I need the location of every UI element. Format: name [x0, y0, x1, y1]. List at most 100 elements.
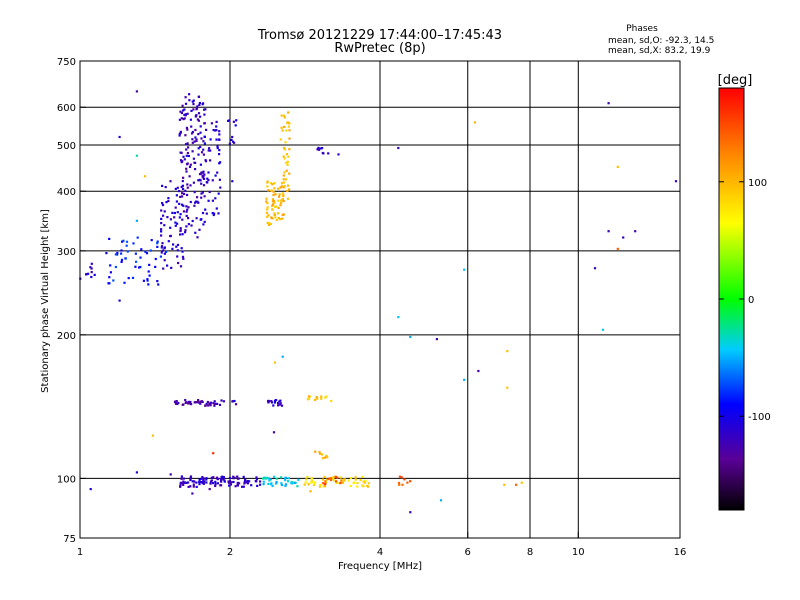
- data-point: [109, 271, 112, 274]
- data-point: [322, 485, 325, 488]
- data-point: [198, 178, 201, 181]
- data-point: [188, 165, 192, 168]
- data-point: [213, 404, 216, 407]
- data-point: [200, 192, 203, 195]
- data-point: [319, 147, 322, 150]
- data-point: [285, 169, 288, 172]
- data-point: [268, 479, 271, 482]
- data-point: [144, 250, 147, 253]
- data-point: [180, 161, 183, 164]
- data-point: [192, 157, 195, 160]
- data-point: [166, 264, 169, 267]
- data-point: [275, 480, 278, 484]
- data-point: [279, 204, 282, 207]
- data-point: [234, 124, 237, 127]
- data-point: [270, 189, 273, 192]
- data-point: [255, 480, 258, 483]
- data-point: [180, 475, 183, 478]
- data-point: [179, 481, 182, 484]
- data-point: [191, 150, 194, 153]
- data-point: [463, 378, 466, 381]
- data-point: [279, 399, 282, 402]
- data-point: [202, 477, 205, 480]
- data-point: [202, 223, 205, 226]
- data-point: [259, 480, 262, 483]
- data-point: [318, 451, 321, 454]
- data-point: [212, 452, 215, 455]
- data-point: [174, 221, 177, 224]
- data-point: [187, 481, 190, 484]
- data-point: [156, 280, 159, 283]
- data-point: [186, 128, 189, 131]
- data-point: [174, 224, 177, 227]
- data-point: [189, 200, 192, 204]
- data-point: [324, 396, 327, 399]
- data-point: [363, 481, 366, 484]
- data-point: [216, 171, 219, 174]
- data-point: [284, 141, 287, 144]
- data-point: [197, 147, 200, 150]
- data-point: [236, 475, 239, 478]
- data-point: [616, 247, 619, 250]
- data-point: [179, 130, 182, 133]
- data-point: [189, 485, 192, 488]
- data-point: [214, 483, 217, 486]
- data-point: [228, 476, 232, 480]
- data-point: [182, 210, 185, 213]
- data-point: [280, 483, 284, 487]
- data-point: [179, 159, 183, 162]
- data-point: [271, 484, 274, 487]
- data-point: [322, 482, 325, 485]
- data-point: [283, 185, 286, 188]
- data-point: [191, 480, 194, 483]
- data-point: [215, 207, 218, 210]
- data-point: [216, 402, 219, 405]
- data-point: [293, 481, 296, 484]
- data-point: [203, 173, 206, 176]
- data-point: [214, 174, 217, 177]
- data-point: [185, 214, 188, 217]
- data-point: [403, 478, 406, 481]
- data-point: [200, 182, 203, 185]
- data-point: [329, 476, 332, 480]
- data-point: [256, 484, 259, 487]
- data-point: [180, 477, 183, 480]
- data-point: [202, 170, 205, 173]
- data-point: [176, 222, 179, 225]
- data-point: [204, 108, 207, 111]
- data-point: [196, 105, 199, 108]
- data-point: [280, 482, 283, 485]
- y-tick-label: 100: [57, 474, 76, 485]
- data-point: [334, 475, 337, 478]
- data-point: [183, 158, 186, 161]
- data-point: [189, 184, 192, 187]
- data-point: [201, 211, 205, 215]
- data-point: [125, 244, 128, 247]
- data-point: [230, 481, 233, 484]
- data-point: [132, 242, 135, 245]
- data-point: [146, 279, 149, 282]
- data-point: [179, 233, 182, 236]
- data-point: [120, 252, 123, 255]
- data-point: [236, 481, 239, 484]
- data-point: [280, 476, 283, 479]
- data-point: [285, 153, 288, 156]
- colorbar-ticks: -100 0 100: [719, 178, 771, 423]
- data-point: [201, 103, 204, 106]
- data-point: [178, 216, 181, 219]
- data-point: [277, 199, 280, 202]
- data-point: [356, 482, 359, 485]
- data-point: [286, 160, 289, 163]
- data-point: [210, 476, 213, 479]
- data-point: [195, 217, 198, 220]
- data-point: [217, 138, 220, 141]
- data-point: [277, 206, 280, 209]
- data-point: [185, 170, 188, 173]
- data-point: [187, 154, 190, 158]
- data-point: [174, 401, 177, 404]
- data-point: [354, 478, 357, 481]
- data-point: [116, 251, 119, 255]
- colorbar-tick-label: 100: [748, 178, 767, 189]
- data-point: [233, 476, 236, 479]
- data-point: [267, 477, 270, 480]
